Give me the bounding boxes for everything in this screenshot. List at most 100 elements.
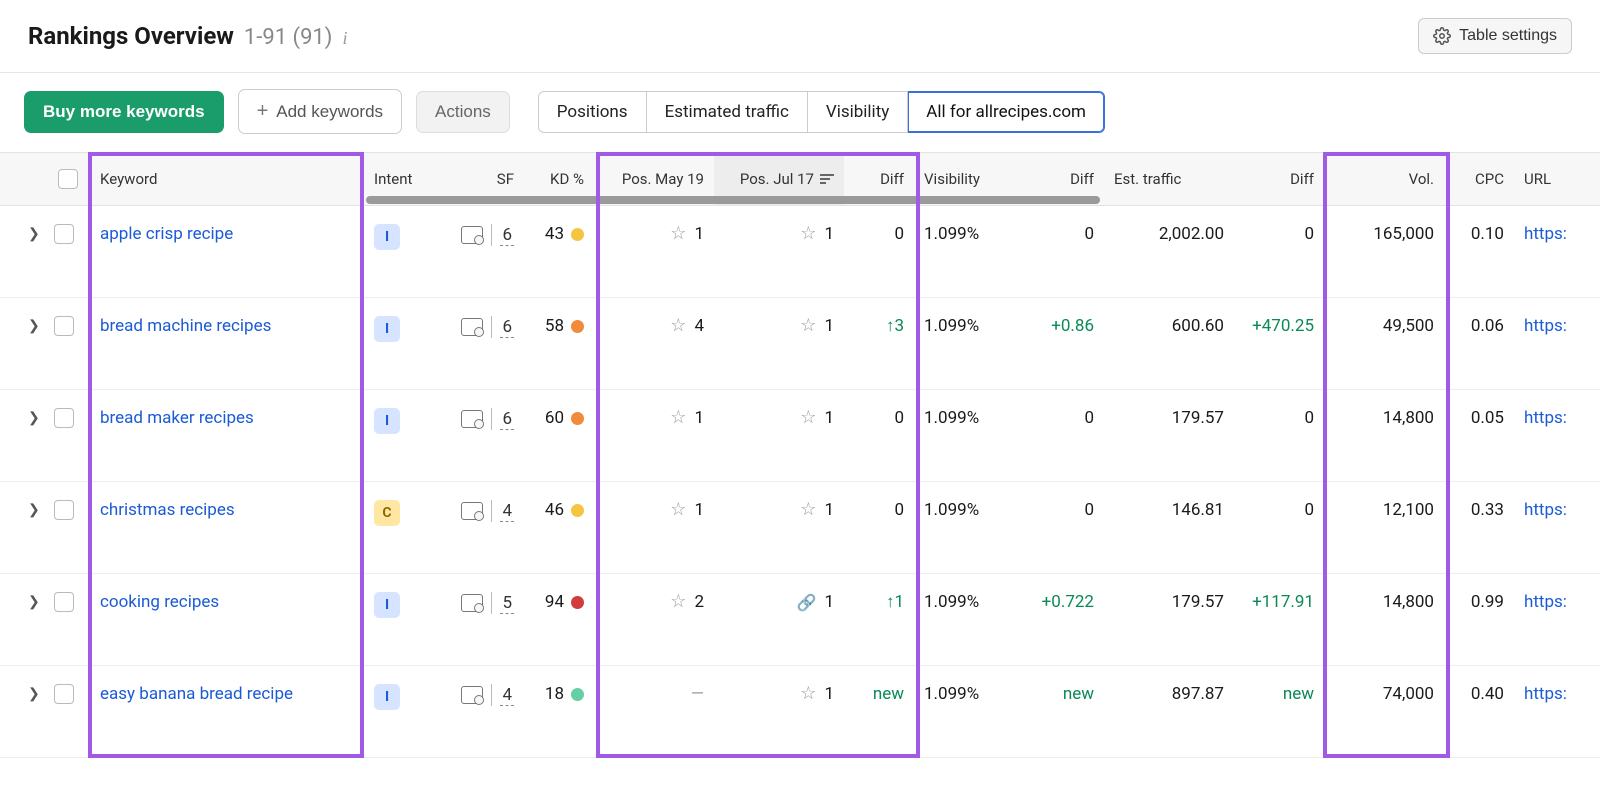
tab-all-for-domain[interactable]: All for allrecipes.com [908, 91, 1105, 133]
buy-more-keywords-button[interactable]: Buy more keywords [24, 91, 224, 133]
serp-features-icon[interactable] [461, 502, 483, 520]
pos-b-value: 1 [824, 500, 834, 520]
serp-features-icon[interactable] [461, 226, 483, 244]
visibility-diff-value: 0 [1084, 224, 1094, 244]
kd-difficulty-dot [571, 228, 584, 241]
sf-count[interactable]: 4 [500, 501, 514, 522]
serp-features-icon[interactable] [461, 686, 483, 704]
pos-a-value: 2 [694, 592, 704, 612]
row-checkbox[interactable] [54, 500, 74, 520]
row-checkbox[interactable] [54, 316, 74, 336]
th-visibility[interactable]: Visibility [914, 170, 1024, 188]
kd-value: 43 [545, 224, 564, 244]
horizontal-scrollbar[interactable] [366, 196, 1100, 206]
sf-count[interactable]: 6 [500, 225, 514, 246]
row-checkbox[interactable] [54, 224, 74, 244]
th-vol[interactable]: Vol. [1324, 170, 1444, 188]
expand-row-chevron-icon[interactable]: ❯ [28, 318, 40, 334]
star-icon: ☆ [670, 409, 686, 427]
pos-diff-value: 0 [894, 224, 904, 244]
view-tabs: Positions Estimated traffic Visibility A… [538, 91, 1105, 133]
expand-row-chevron-icon[interactable]: ❯ [28, 686, 40, 702]
keyword-link[interactable]: bread maker recipes [100, 408, 254, 428]
th-kd[interactable]: KD % [524, 170, 594, 188]
kd-value: 58 [545, 316, 564, 336]
page-title-count: 1-91 (91) [244, 25, 333, 50]
tab-positions[interactable]: Positions [538, 91, 647, 133]
url-link[interactable]: https: [1524, 408, 1567, 428]
traffic-value: 179.57 [1172, 592, 1224, 612]
star-icon: ☆ [800, 501, 816, 519]
row-checkbox[interactable] [54, 408, 74, 428]
sf-count[interactable]: 6 [500, 409, 514, 430]
traffic-value: 897.87 [1172, 684, 1224, 704]
traffic-diff-value: 0 [1304, 500, 1314, 520]
serp-features-icon[interactable] [461, 594, 483, 612]
intent-badge: I [374, 408, 400, 434]
th-sf[interactable]: SF [439, 170, 524, 188]
table-header-row: Keyword Intent SF KD % Pos. May 19 Pos. … [0, 152, 1600, 206]
traffic-diff-value: +470.25 [1252, 316, 1314, 336]
intent-badge: I [374, 224, 400, 250]
pos-diff-value: 0 [894, 408, 904, 428]
url-link[interactable]: https: [1524, 500, 1567, 520]
visibility-diff-value: 0 [1084, 500, 1094, 520]
url-link[interactable]: https: [1524, 684, 1567, 704]
table-row: ❯bread maker recipesI660☆1☆101.099%0179.… [0, 390, 1600, 482]
star-icon: ☆ [800, 317, 816, 335]
info-icon[interactable]: i [342, 28, 347, 49]
kd-difficulty-dot [571, 504, 584, 517]
serp-features-icon[interactable] [461, 410, 483, 428]
row-checkbox[interactable] [54, 684, 74, 704]
kd-difficulty-dot [571, 412, 584, 425]
keyword-link[interactable]: apple crisp recipe [100, 224, 233, 244]
traffic-diff-value: 0 [1304, 224, 1314, 244]
th-pos-a[interactable]: Pos. May 19 [594, 170, 714, 188]
url-link[interactable]: https: [1524, 592, 1567, 612]
th-intent[interactable]: Intent [364, 170, 439, 188]
tab-visibility[interactable]: Visibility [808, 91, 908, 133]
th-cpc[interactable]: CPC [1444, 170, 1514, 188]
th-traf-diff[interactable]: Diff [1234, 170, 1324, 188]
scrollbar-thumb[interactable] [366, 196, 1100, 204]
keyword-link[interactable]: cooking recipes [100, 592, 219, 612]
serp-features-icon[interactable] [461, 318, 483, 336]
visibility-value: 1.099% [924, 684, 979, 704]
volume-value: 14,800 [1383, 408, 1434, 428]
keyword-link[interactable]: easy banana bread recipe [100, 684, 293, 704]
url-link[interactable]: https: [1524, 316, 1567, 336]
keyword-link[interactable]: bread machine recipes [100, 316, 271, 336]
table-row: ❯christmas recipesC446☆1☆101.099%0146.81… [0, 482, 1600, 574]
pos-diff-value: 0 [894, 500, 904, 520]
expand-row-chevron-icon[interactable]: ❯ [28, 502, 40, 518]
select-all-checkbox[interactable] [58, 169, 78, 189]
divider [491, 408, 492, 430]
volume-value: 165,000 [1373, 224, 1434, 244]
th-keyword[interactable]: Keyword [90, 170, 364, 188]
th-pos-diff[interactable]: Diff [844, 170, 914, 188]
row-checkbox[interactable] [54, 592, 74, 612]
actions-button[interactable]: Actions [416, 91, 510, 133]
expand-row-chevron-icon[interactable]: ❯ [28, 410, 40, 426]
th-vis-diff[interactable]: Diff [1024, 170, 1104, 188]
star-icon: ☆ [670, 501, 686, 519]
intent-badge: I [374, 316, 400, 342]
pos-b-value: 1 [824, 224, 834, 244]
url-link[interactable]: https: [1524, 224, 1567, 244]
add-keywords-label: Add keywords [276, 102, 383, 122]
add-keywords-button[interactable]: + Add keywords [238, 89, 402, 134]
th-url[interactable]: URL [1514, 170, 1594, 188]
kd-value: 94 [545, 592, 564, 612]
star-icon: ☆ [800, 225, 816, 243]
keyword-link[interactable]: christmas recipes [100, 500, 235, 520]
table-settings-button[interactable]: Table settings [1418, 18, 1572, 54]
kd-value: 46 [545, 500, 564, 520]
tab-estimated-traffic[interactable]: Estimated traffic [647, 91, 808, 133]
page-header: Rankings Overview 1-91 (91) i Table sett… [0, 0, 1600, 73]
expand-row-chevron-icon[interactable]: ❯ [28, 226, 40, 242]
th-est-traffic[interactable]: Est. traffic [1104, 170, 1234, 188]
sf-count[interactable]: 6 [500, 317, 514, 338]
sf-count[interactable]: 4 [500, 685, 514, 706]
expand-row-chevron-icon[interactable]: ❯ [28, 594, 40, 610]
sf-count[interactable]: 5 [500, 593, 514, 614]
